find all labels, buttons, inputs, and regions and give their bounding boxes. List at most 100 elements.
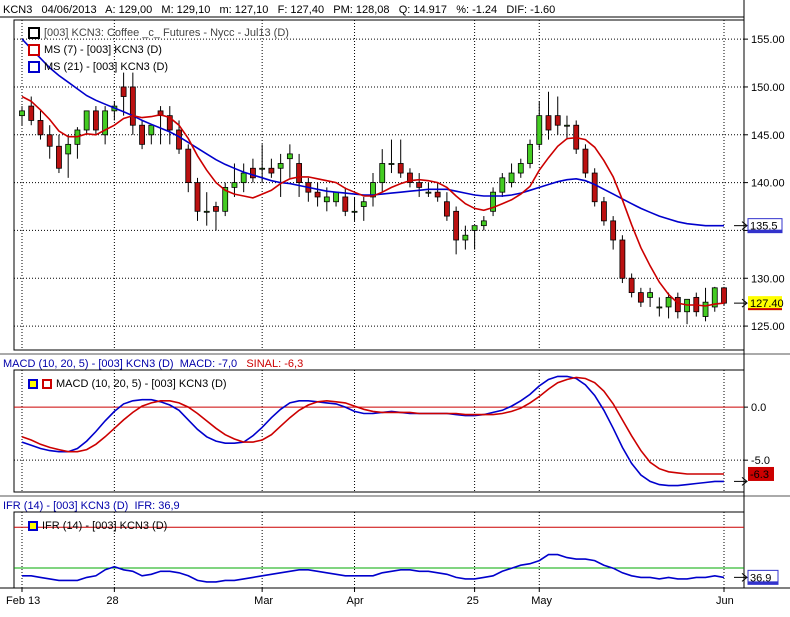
- x-axis-label: Feb 13: [6, 595, 40, 607]
- candle-body: [582, 148, 589, 174]
- candle-body: [554, 115, 561, 126]
- legend-macd[interactable]: MACD (10, 20, 5) - [003] KCN3 (D): [28, 378, 227, 390]
- candle-body: [647, 292, 654, 298]
- header-qty: Q: 14.917: [398, 4, 448, 16]
- ma21-tag-underline: [748, 229, 782, 233]
- ifr-tag-underline: [748, 581, 778, 585]
- close-tag-arrow: [741, 298, 748, 308]
- candle-body: [194, 182, 201, 212]
- candle-body: [434, 191, 441, 198]
- price-series-swatch: [28, 27, 40, 39]
- candle-body: [203, 210, 210, 213]
- ifr-header: IFR (14) - [003] KCN3 (D) IFR: 36,9: [3, 500, 180, 512]
- header-symbol: KCN3: [3, 4, 33, 16]
- price-axis-label: 155.00: [751, 34, 785, 46]
- ma21-swatch: [28, 61, 40, 73]
- legend-ma21[interactable]: MS (21) - [003] KCN3 (D): [28, 61, 168, 73]
- quote-header: KCN3 04/06/2013 A: 129,00 M: 129,10 m: 1…: [3, 4, 555, 16]
- candle-body: [185, 148, 192, 184]
- candle-body: [19, 110, 25, 117]
- macd-header-value: MACD: -7,0: [179, 358, 238, 370]
- legend-ifr[interactable]: IFR (14) - [003] KCN3 (D): [28, 520, 167, 532]
- candle-body: [628, 277, 635, 294]
- candle-body: [166, 115, 173, 131]
- ma21-tag-arrow: [741, 221, 748, 231]
- price-axis-label: 125.00: [751, 321, 785, 333]
- candle-body: [259, 167, 266, 170]
- candle-body: [619, 239, 626, 279]
- ifr-header-title: IFR (14) - [003] KCN3 (D): [3, 500, 129, 512]
- candle-body: [342, 196, 349, 212]
- candle-body: [665, 296, 672, 308]
- candle-body: [637, 292, 644, 303]
- candle-body: [268, 167, 275, 174]
- macd-header-signal: SINAL: -6,3: [246, 358, 304, 370]
- header-close: F: 127,40: [277, 4, 325, 16]
- candle-body: [370, 182, 376, 198]
- candle-body: [453, 210, 460, 241]
- candle-body: [120, 86, 127, 97]
- candle-body: [527, 143, 533, 164]
- candle-body: [360, 201, 367, 207]
- legend-price-series[interactable]: [003] KCN3: Coffee _c_ Futures - Nycc - …: [28, 27, 289, 39]
- price-axis-label: 130.00: [751, 273, 785, 285]
- legend-ifr-label: IFR (14) - [003] KCN3 (D): [42, 520, 168, 532]
- candle-body: [499, 177, 506, 193]
- header-open: A: 129,00: [105, 4, 153, 16]
- macd-line: [21, 375, 724, 487]
- macd-panel-frame: [13, 369, 745, 493]
- candle-body: [240, 172, 247, 184]
- macd-header: MACD (10, 20, 5) - [003] KCN3 (D) MACD: …: [3, 358, 303, 370]
- candle-body: [102, 110, 109, 136]
- ma7-swatch: [28, 44, 40, 56]
- candle-body: [323, 196, 330, 203]
- candle-body: [480, 220, 487, 227]
- candle-body: [379, 163, 386, 184]
- legend-price-series-label: [003] KCN3: Coffee _c_ Futures - Nycc - …: [44, 27, 289, 39]
- candle-body: [462, 234, 469, 241]
- candle-body: [407, 172, 413, 184]
- header-date: 04/06/2013: [41, 4, 97, 16]
- macd-axis-label: -5.0: [751, 455, 770, 467]
- x-axis-label: 25: [467, 595, 479, 607]
- legend-macd-label: MACD (10, 20, 5) - [003] KCN3 (D): [56, 378, 227, 390]
- candle-body: [231, 182, 238, 188]
- header-high: M: 129,10: [161, 4, 211, 16]
- candle-body: [157, 110, 164, 117]
- candle-body: [702, 301, 709, 317]
- ifr-swatch: [28, 521, 38, 531]
- legend-ma7-label: MS (7) - [003] KCN3 (D): [44, 44, 162, 56]
- macd-swatch: [28, 379, 38, 389]
- candle-body: [610, 220, 617, 241]
- legend-ma21-label: MS (21) - [003] KCN3 (D): [44, 61, 169, 73]
- candle-body: [388, 163, 395, 165]
- candle-body: [83, 110, 90, 131]
- macd-tag-arrow: [741, 477, 748, 486]
- signal-tag-label: -6.3: [750, 469, 769, 481]
- candle-body: [28, 105, 35, 121]
- legend-ma7[interactable]: MS (7) - [003] KCN3 (D): [28, 44, 162, 56]
- candle-body: [536, 115, 543, 145]
- candle-body: [425, 191, 432, 194]
- close-tag-underline: [748, 308, 782, 311]
- x-axis-label: 28: [106, 595, 118, 607]
- candle-body: [176, 129, 182, 150]
- candle-body: [711, 287, 718, 308]
- macd-axis-label: 0.0: [751, 402, 766, 414]
- price-axis-label: 140.00: [751, 178, 785, 190]
- ifr-line: [22, 553, 725, 583]
- candle-body: [656, 306, 663, 309]
- ma21-line: [21, 38, 724, 227]
- candle-body: [564, 124, 570, 127]
- candle-body: [545, 115, 552, 131]
- header-low: m: 127,10: [219, 4, 269, 16]
- candle-body: [296, 163, 303, 184]
- candle-body: [129, 86, 136, 126]
- candle-body: [333, 191, 339, 203]
- close-tag-box: [748, 296, 782, 311]
- candle-body: [37, 120, 44, 136]
- signal-swatch: [42, 379, 52, 389]
- macd-header-title: MACD (10, 20, 5) - [003] KCN3 (D): [3, 358, 174, 370]
- candle-body: [351, 210, 358, 213]
